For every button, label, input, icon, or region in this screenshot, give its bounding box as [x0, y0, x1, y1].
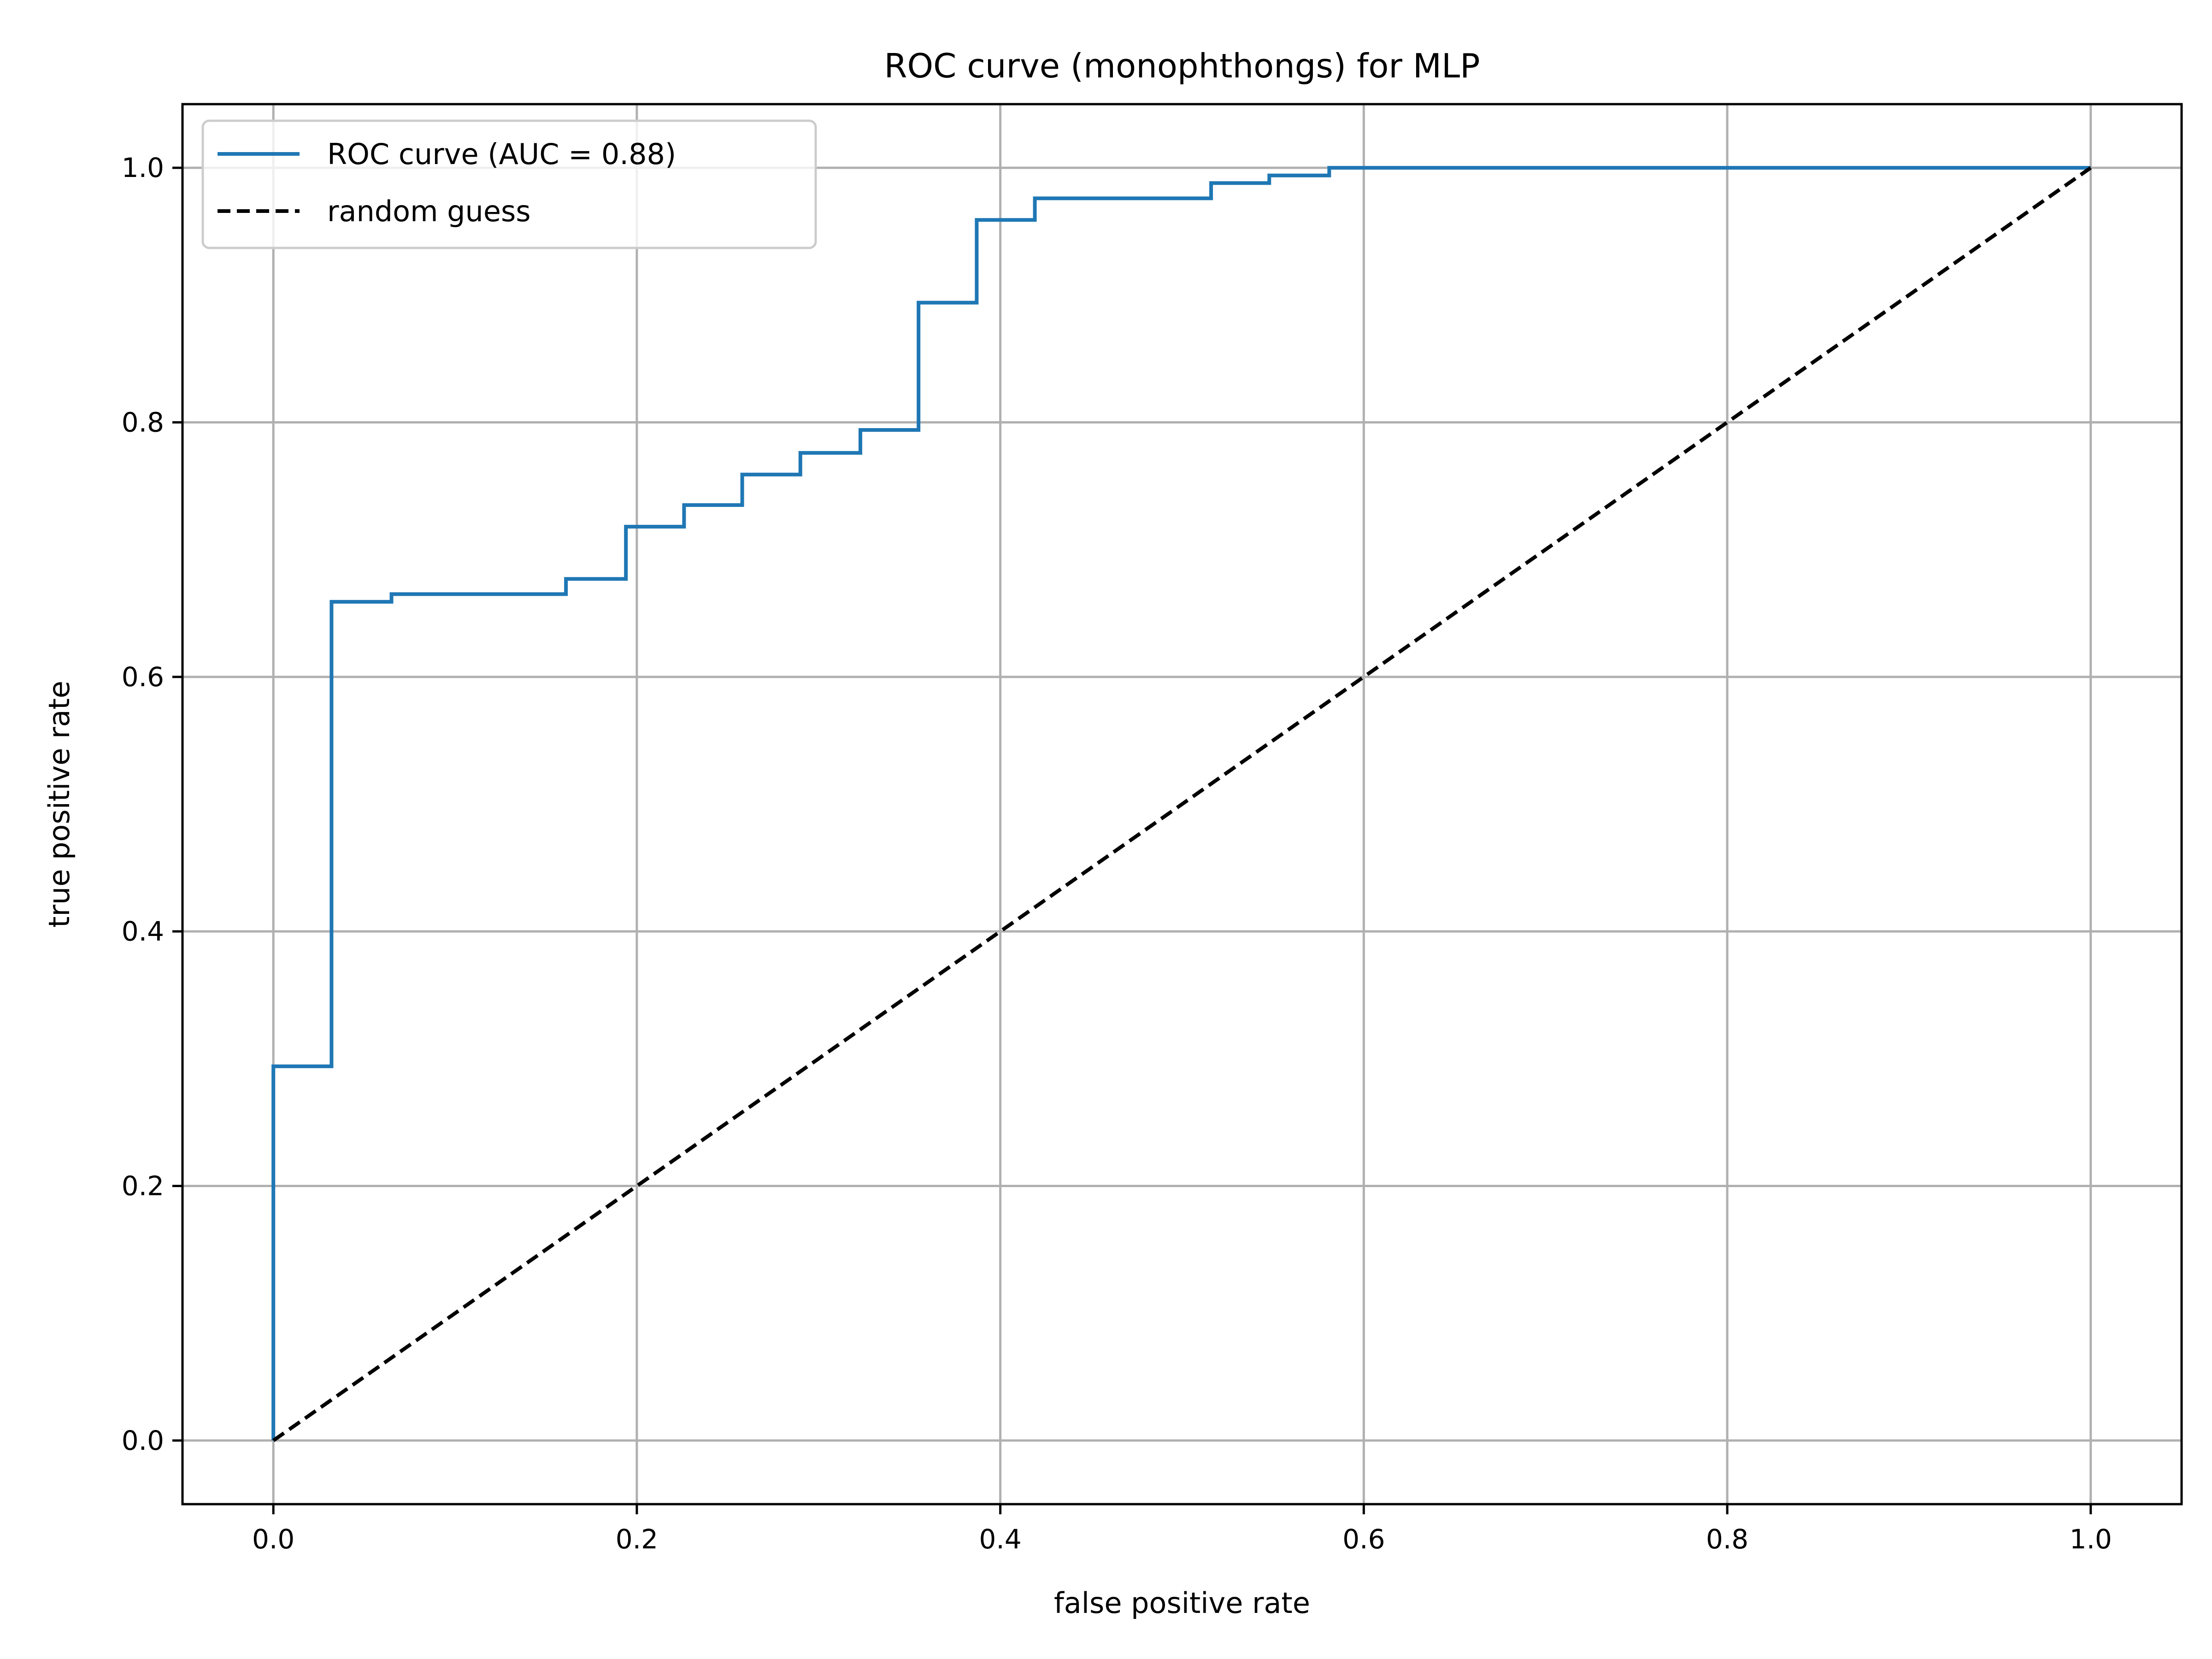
x-axis-label: false positive rate: [1054, 1586, 1310, 1620]
x-tick-label: 0.6: [1342, 1524, 1385, 1555]
y-tick-label: 0.8: [122, 406, 164, 438]
y-tick-label: 0.2: [122, 1171, 164, 1202]
legend-box: [201, 119, 817, 249]
legend: ROC curve (AUC = 0.88) random guess: [201, 119, 817, 249]
y-tick-label: 0.0: [122, 1425, 164, 1456]
legend-label-roc: ROC curve (AUC = 0.88): [327, 137, 676, 171]
x-tick-label: 0.4: [979, 1524, 1022, 1555]
y-tick-label: 0.4: [122, 916, 164, 947]
x-tick-label: 0.2: [616, 1524, 658, 1555]
chart-title: ROC curve (monophthongs) for MLP: [884, 47, 1480, 85]
roc-curve-line: [271, 166, 2091, 1441]
x-tick-label: 1.0: [2070, 1524, 2112, 1555]
legend-label-random: random guess: [327, 194, 531, 228]
axes-frame: [181, 103, 2183, 1506]
random-guess-line: [272, 166, 2092, 1442]
axis-ticks: 0.0 0.2 0.4 0.6 0.8 1.0 0.0 0.2 0.4 0.6 0.8 1.0: [122, 152, 2112, 1555]
x-tick-label: 0.8: [1706, 1524, 1748, 1555]
y-tick-label: 1.0: [122, 152, 164, 183]
y-axis-label: true positive rate: [42, 681, 76, 928]
x-tick-label: 0.0: [252, 1524, 294, 1555]
y-tick-label: 0.6: [122, 661, 164, 693]
series-layer: [271, 166, 2092, 1442]
